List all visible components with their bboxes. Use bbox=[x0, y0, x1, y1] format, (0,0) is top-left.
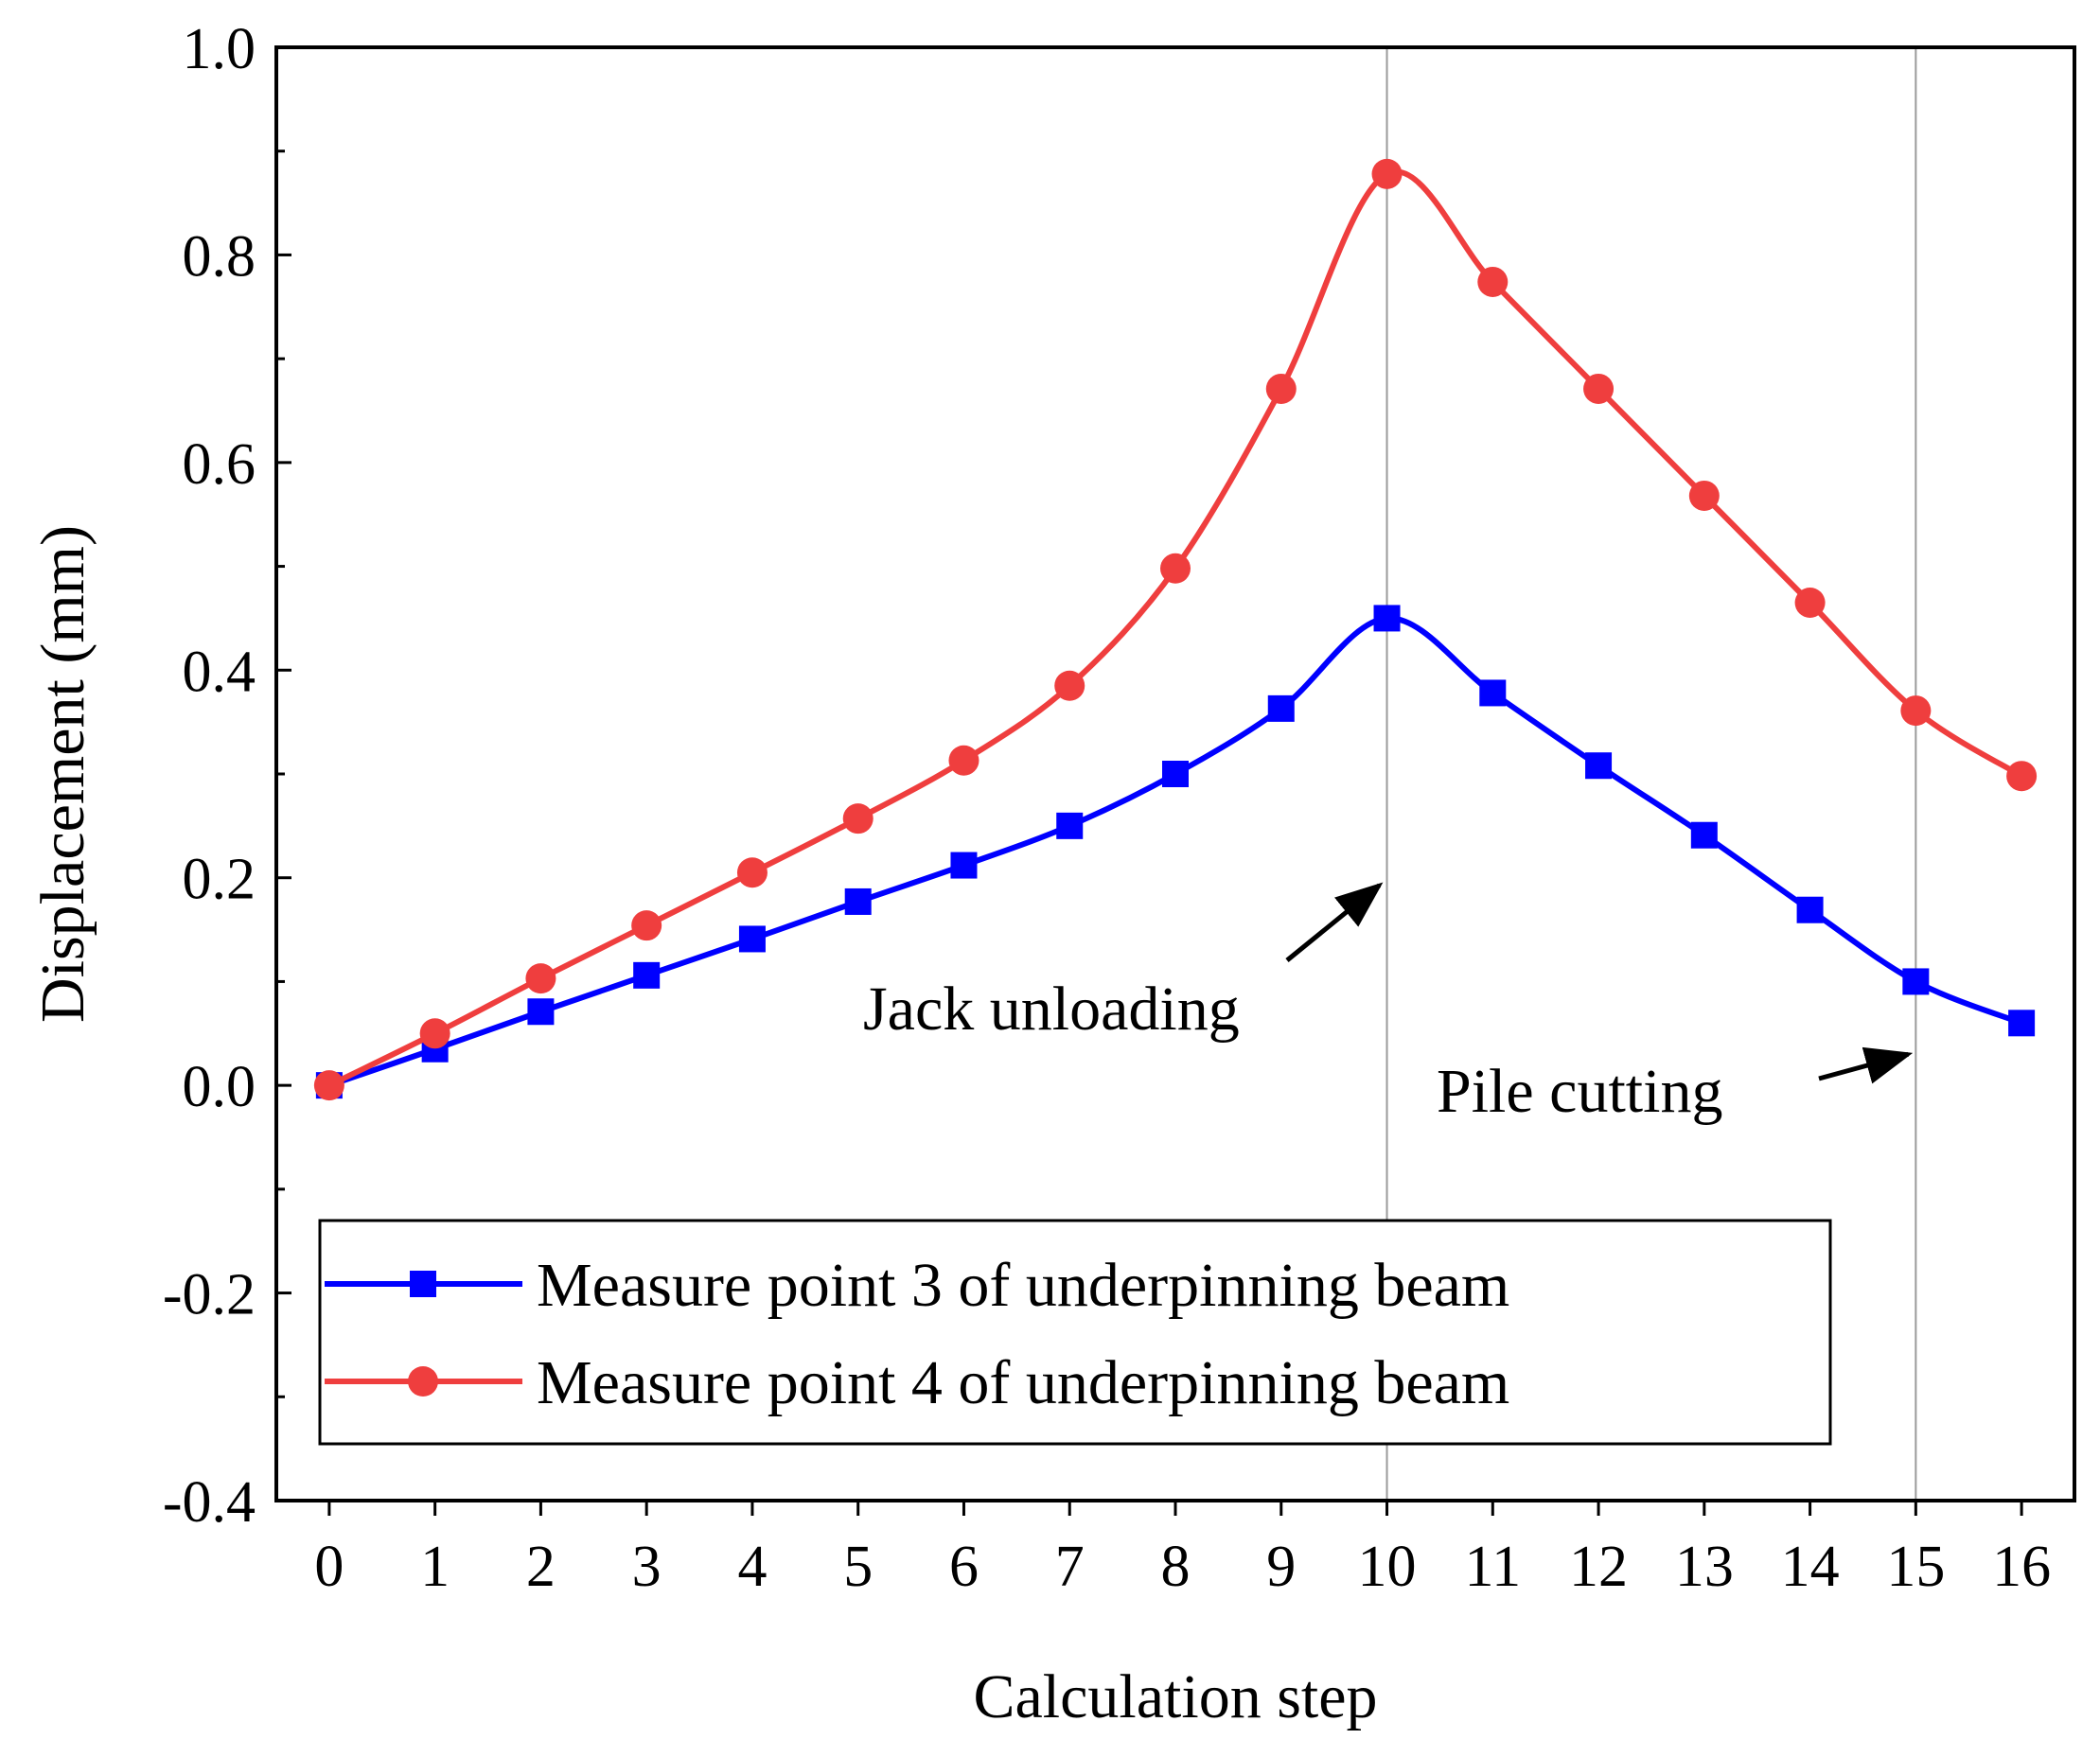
x-tick-label: 4 bbox=[737, 1535, 767, 1599]
x-tick-label: 3 bbox=[632, 1535, 662, 1599]
data-point-square bbox=[633, 961, 661, 989]
data-point-square bbox=[1585, 752, 1613, 780]
data-point-square bbox=[1267, 694, 1295, 722]
x-tick-label: 0 bbox=[314, 1535, 344, 1599]
data-point-circle bbox=[1054, 670, 1085, 701]
data-point-circle bbox=[842, 803, 874, 835]
x-tick-label: 16 bbox=[1992, 1535, 2051, 1599]
data-point-circle bbox=[2006, 761, 2038, 792]
y-tick-label: 0.8 bbox=[183, 224, 256, 289]
x-tick-label: 7 bbox=[1055, 1535, 1085, 1599]
x-tick-label: 6 bbox=[949, 1535, 979, 1599]
jack-unloading-arrow bbox=[1285, 882, 1384, 962]
data-point-circle bbox=[1794, 587, 1826, 618]
y-tick-label: -0.2 bbox=[163, 1263, 256, 1327]
y-tick-label: 0.4 bbox=[183, 640, 256, 704]
x-tick-label: 1 bbox=[420, 1535, 450, 1599]
series-line-1 bbox=[327, 615, 2023, 1088]
data-point-circle bbox=[419, 1018, 450, 1049]
pile-cutting-annotation: Pile cutting bbox=[1437, 1057, 1722, 1126]
legend-box bbox=[318, 1219, 1832, 1446]
y-tick-label: 0.6 bbox=[183, 432, 256, 497]
x-tick-label: 2 bbox=[526, 1535, 556, 1599]
data-point-square bbox=[950, 852, 978, 879]
x-axis: 0 1 2 3 4 5 6 7 8 9 10 11 12 13 14 15 16 bbox=[314, 1501, 2051, 1599]
data-point-circle bbox=[525, 963, 556, 994]
data-point-square bbox=[1479, 679, 1507, 707]
data-point-circle bbox=[1688, 480, 1720, 511]
data-point-square bbox=[1902, 968, 1930, 995]
data-point-circle bbox=[1900, 695, 1932, 727]
x-tick-label: 14 bbox=[1781, 1535, 1840, 1599]
data-point-circle bbox=[1160, 553, 1191, 584]
x-tick-label: 8 bbox=[1161, 1535, 1191, 1599]
series-2 bbox=[313, 158, 2038, 1101]
data-point-square bbox=[1796, 896, 1824, 923]
data-point-circle bbox=[1583, 373, 1615, 404]
legend: Measure point 3 of underpinning beam Mea… bbox=[318, 1219, 1832, 1446]
data-point-circle bbox=[1477, 266, 1509, 297]
legend-marker-circle bbox=[408, 1366, 438, 1397]
x-tick-label: 12 bbox=[1569, 1535, 1628, 1599]
legend-marker-square bbox=[410, 1271, 436, 1297]
annotations: Jack unloading Pile cutting bbox=[863, 882, 1914, 1126]
data-point-square bbox=[2008, 1010, 2036, 1037]
x-tick-label: 13 bbox=[1675, 1535, 1734, 1599]
x-tick-label: 9 bbox=[1266, 1535, 1296, 1599]
y-tick-label: 0.2 bbox=[183, 848, 256, 912]
data-point-circle bbox=[948, 745, 979, 776]
data-point-square bbox=[844, 887, 872, 915]
y-axis: -0.4 -0.2 0.0 0.2 0.4 0.6 0.8 1.0 bbox=[163, 17, 291, 1535]
legend-label-series-1: Measure point 3 of underpinning beam bbox=[537, 1251, 1509, 1320]
x-axis-label: Calculation step bbox=[973, 1662, 1377, 1731]
series-layer bbox=[313, 158, 2038, 1101]
y-tick-label: -0.4 bbox=[163, 1470, 256, 1535]
data-point-square bbox=[1690, 821, 1718, 849]
x-tick-label: 15 bbox=[1886, 1535, 1945, 1599]
y-tick-label: 1.0 bbox=[183, 17, 256, 81]
data-point-circle bbox=[631, 910, 662, 941]
pile-cutting-arrow bbox=[1818, 1046, 1914, 1084]
y-axis-label: Displacement (mm) bbox=[28, 525, 97, 1023]
data-point-circle bbox=[1371, 158, 1403, 189]
legend-label-series-2: Measure point 4 of underpinning beam bbox=[537, 1348, 1509, 1417]
data-point-square bbox=[527, 998, 555, 1026]
data-point-square bbox=[1373, 605, 1401, 632]
data-point-square bbox=[1162, 761, 1189, 787]
series-line-2 bbox=[327, 168, 2023, 1088]
data-point-circle bbox=[1265, 373, 1297, 404]
x-tick-label: 5 bbox=[843, 1535, 873, 1599]
x-tick-label: 10 bbox=[1358, 1535, 1417, 1599]
data-point-square bbox=[1056, 812, 1084, 839]
data-point-circle bbox=[736, 857, 768, 888]
data-point-square bbox=[738, 925, 766, 953]
y-tick-label: 0.0 bbox=[183, 1055, 256, 1119]
data-point-circle bbox=[313, 1070, 344, 1101]
jack-unloading-annotation: Jack unloading bbox=[863, 975, 1240, 1044]
x-tick-label: 11 bbox=[1464, 1535, 1521, 1599]
